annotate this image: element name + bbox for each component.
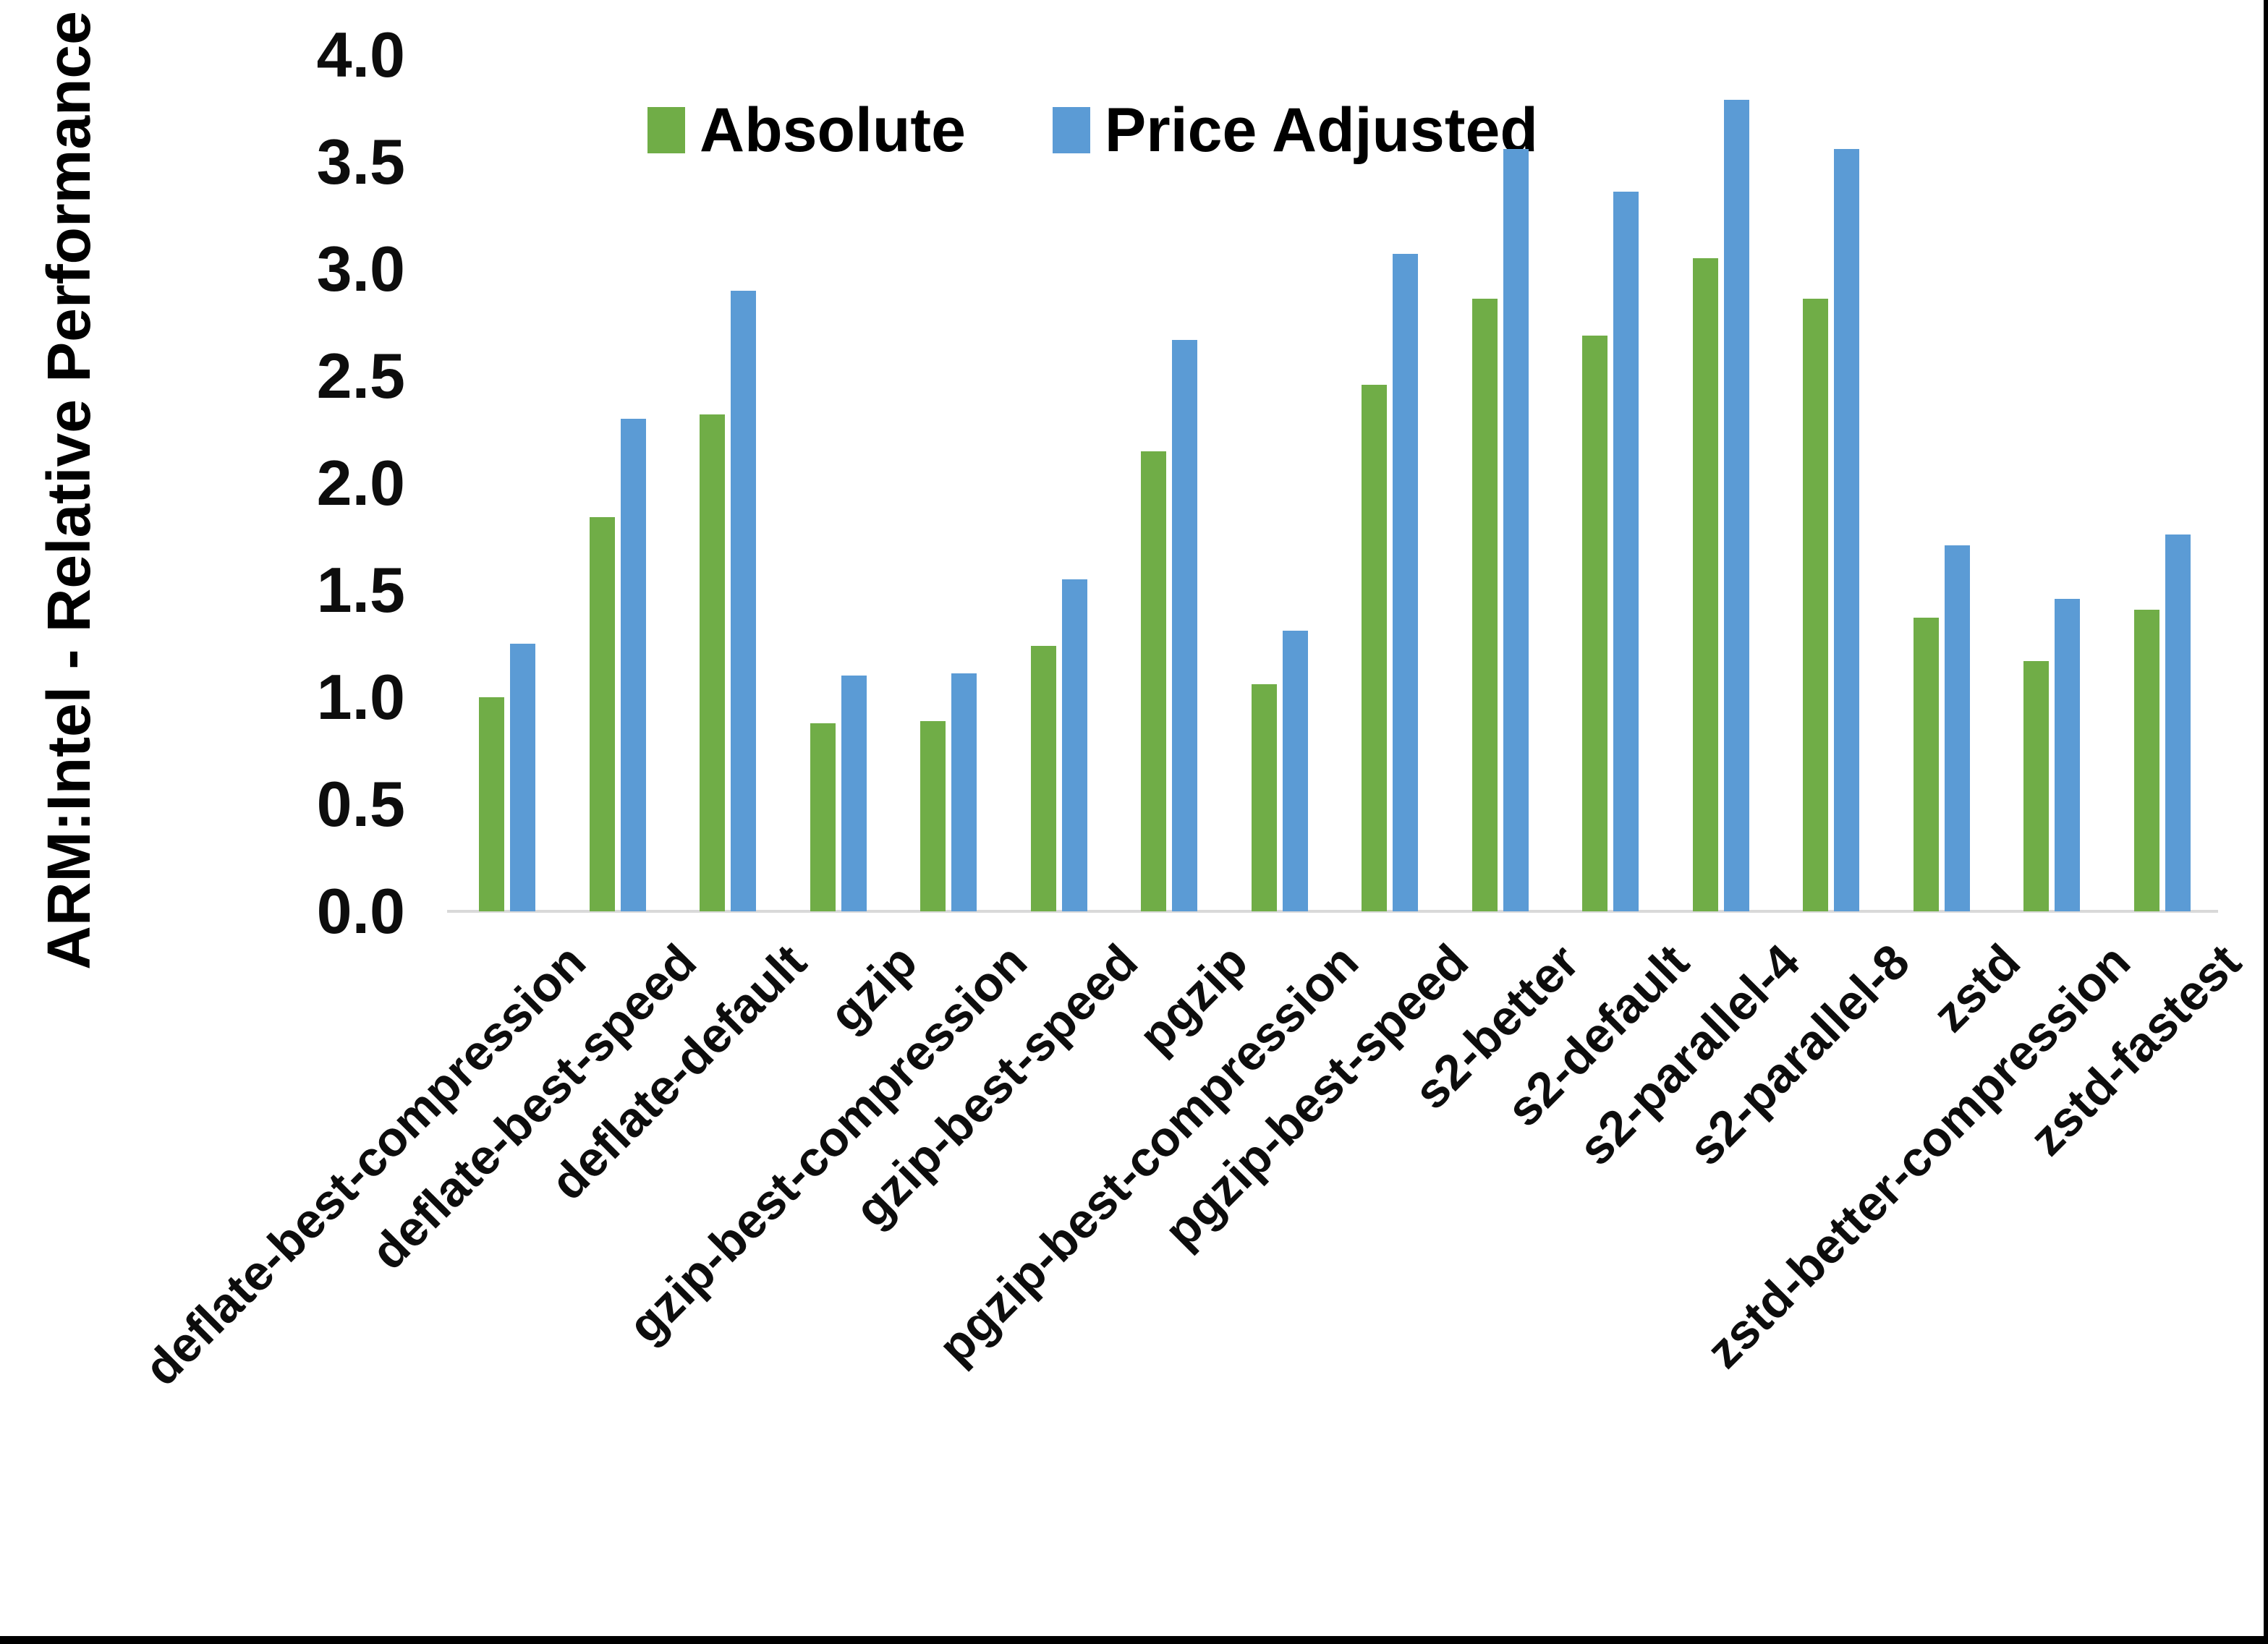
x-axis-baseline: [447, 910, 2218, 913]
legend-item-price-adjusted: Price Adjusted: [1052, 95, 1538, 165]
bar-absolute-s2-parallel-4: [1693, 258, 1718, 911]
legend: Absolute Price Adjusted: [647, 95, 1538, 165]
bar-price-adjusted-gzip-best-speed: [1062, 579, 1087, 911]
bar-absolute-deflate-best-compression: [479, 697, 504, 911]
bar-price-adjusted-deflate-best-compression: [510, 644, 535, 911]
bar-absolute-zstd-fastest: [2134, 610, 2159, 911]
bar-price-adjusted-s2-better: [1503, 149, 1529, 911]
y-tick-label-0.5: 0.5: [316, 768, 405, 840]
bar-price-adjusted-gzip: [841, 676, 867, 911]
bar-price-adjusted-pgzip: [1172, 340, 1197, 911]
bar-price-adjusted-pgzip-best-speed: [1393, 254, 1418, 911]
legend-label-absolute: Absolute: [700, 95, 966, 165]
y-tick-label-0.0: 0.0: [316, 875, 405, 947]
bar-absolute-s2-default: [1582, 336, 1607, 911]
bar-price-adjusted-zstd-better-compression: [2055, 599, 2080, 911]
bar-price-adjusted-zstd: [1945, 545, 1970, 911]
bar-absolute-gzip-best-compression: [920, 721, 946, 911]
bar-absolute-zstd-better-compression: [2023, 661, 2049, 911]
legend-label-price-adjusted: Price Adjusted: [1104, 95, 1538, 165]
bar-absolute-s2-better: [1472, 299, 1498, 911]
screenshot-right-edge: [2264, 0, 2268, 1644]
bar-price-adjusted-zstd-fastest: [2165, 534, 2191, 911]
legend-swatch-price-adjusted: [1052, 107, 1090, 153]
y-tick-label-2.5: 2.5: [316, 340, 405, 412]
y-tick-label-3.5: 3.5: [316, 126, 405, 197]
bar-price-adjusted-deflate-best-speed: [621, 419, 646, 911]
bar-absolute-zstd: [1914, 618, 1939, 911]
y-tick-label-3.0: 3.0: [316, 233, 405, 304]
bar-price-adjusted-deflate-default: [731, 291, 756, 911]
bar-price-adjusted-s2-parallel-8: [1834, 149, 1859, 911]
bar-absolute-gzip-best-speed: [1031, 646, 1056, 911]
bar-price-adjusted-s2-parallel-4: [1724, 100, 1749, 911]
bar-price-adjusted-s2-default: [1613, 192, 1639, 911]
bar-price-adjusted-pgzip-best-compression: [1283, 631, 1308, 911]
legend-item-absolute: Absolute: [647, 95, 966, 165]
bar-price-adjusted-gzip-best-compression: [951, 673, 977, 911]
y-tick-label-2.0: 2.0: [316, 447, 405, 519]
bar-absolute-gzip: [810, 723, 836, 911]
y-tick-label-1.5: 1.5: [316, 554, 405, 626]
y-tick-label-1.0: 1.0: [316, 661, 405, 733]
legend-swatch-absolute: [647, 107, 685, 153]
bar-absolute-pgzip: [1141, 451, 1166, 911]
bar-absolute-pgzip-best-speed: [1362, 385, 1387, 911]
bar-absolute-deflate-default: [700, 414, 725, 911]
y-tick-label-4.0: 4.0: [316, 19, 405, 90]
bar-absolute-s2-parallel-8: [1803, 299, 1828, 911]
bar-absolute-pgzip-best-compression: [1252, 684, 1277, 911]
screenshot-bottom-edge: [0, 1636, 2268, 1644]
bar-absolute-deflate-best-speed: [590, 517, 615, 911]
y-axis-title: ARM:Intel - Relative Performance: [35, 11, 103, 970]
